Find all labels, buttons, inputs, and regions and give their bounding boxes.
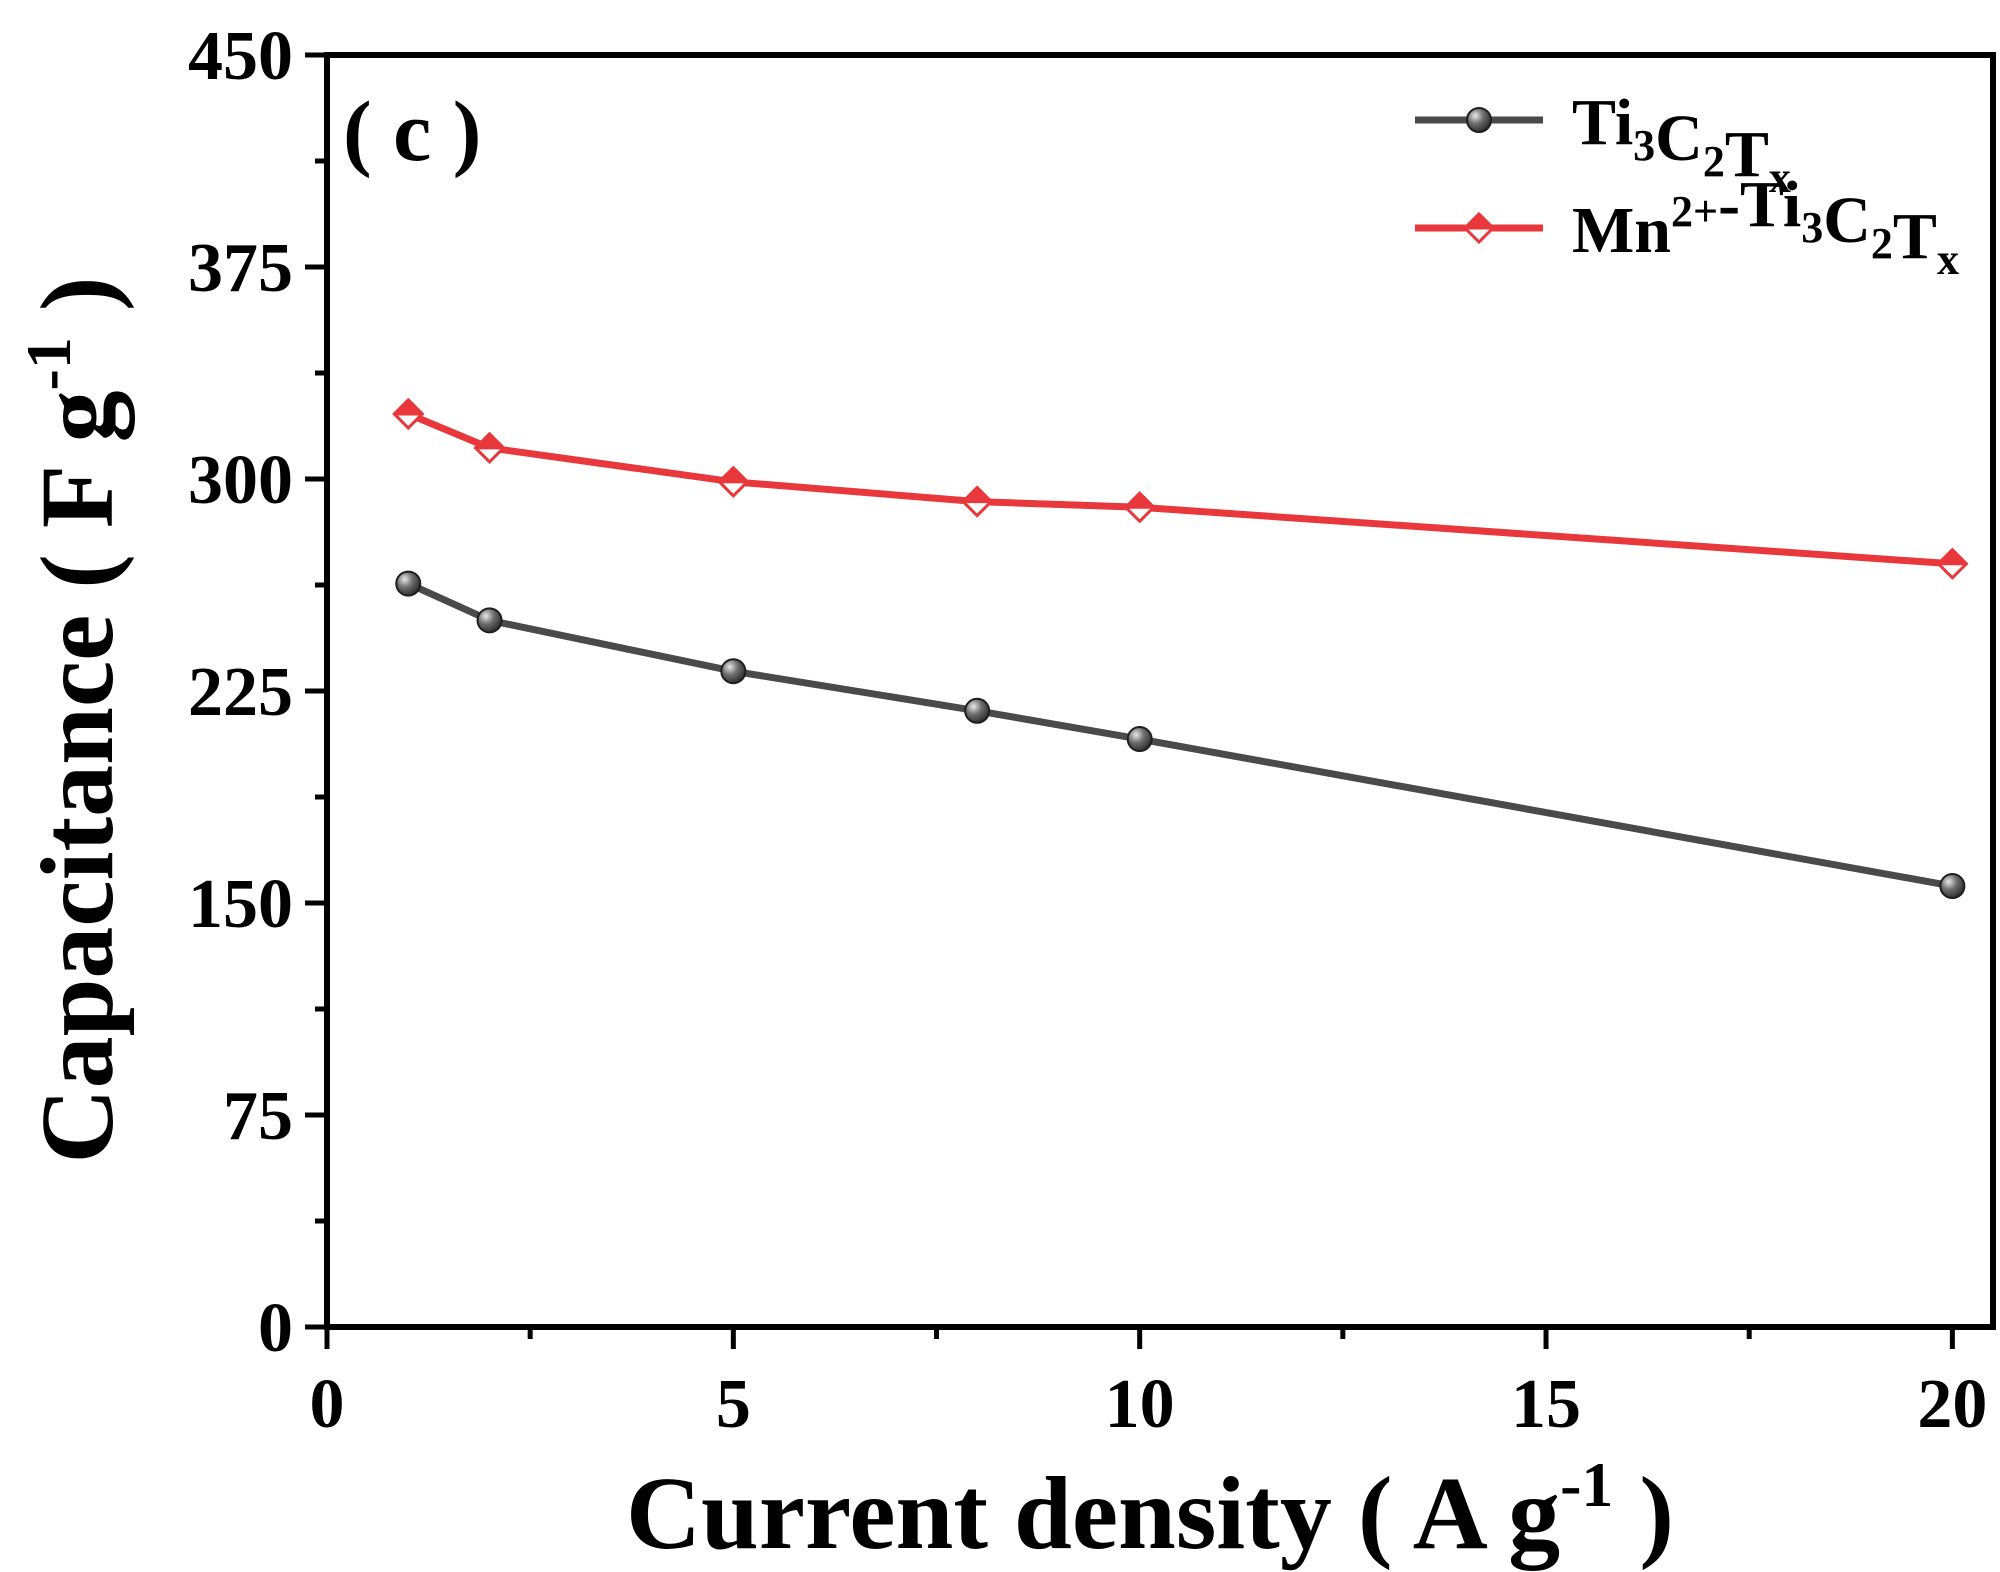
sphere-marker-body (476, 607, 503, 634)
data-point (473, 431, 506, 465)
sphere-marker-body (1466, 107, 1492, 133)
legend-label: Ti3C2Tx (1572, 86, 1791, 202)
legend-marker (1462, 211, 1496, 245)
series-layer (392, 397, 1969, 900)
diamond-marker-fill (1124, 491, 1156, 509)
data-point (717, 465, 750, 498)
y-tick-label: 0 (258, 1290, 293, 1367)
series-line (406, 580, 1953, 890)
data-point (392, 397, 425, 431)
sphere-marker-body (720, 658, 747, 685)
data-point (476, 607, 503, 634)
legend-label-part: -Ti (1718, 168, 1801, 241)
y-axis-label-main: Capacitance ( F g (20, 390, 135, 1163)
y-tick-label: 375 (188, 230, 293, 307)
y-tick-label: 225 (188, 654, 293, 731)
x-axis-label-main: Current density ( A g (626, 1456, 1560, 1571)
x-axis-label-end: ) (1613, 1456, 1674, 1571)
series-line (406, 410, 1953, 568)
x-tick-label: 20 (1917, 1366, 1987, 1443)
y-axis-label-end: ) (20, 276, 135, 337)
legend-label-part: 3 (1633, 121, 1655, 170)
diamond-marker-fill (717, 466, 749, 484)
sphere-marker-body (395, 570, 422, 597)
sphere-marker-body (1939, 873, 1966, 900)
diamond-marker-fill (1463, 212, 1495, 230)
data-point (1126, 726, 1153, 753)
y-tick-label: 300 (188, 442, 293, 519)
x-tick-label: 5 (716, 1366, 751, 1443)
series-1 (392, 397, 1969, 580)
legend-label-part: 2+ (1671, 187, 1718, 236)
y-axis-label: Capacitance ( F g-1 ) (13, 276, 135, 1163)
data-point (720, 658, 747, 685)
sphere-marker-body (964, 697, 991, 724)
data-point (395, 570, 422, 597)
diamond-marker-fill (474, 432, 506, 450)
legend-label-part: T (1725, 118, 1769, 191)
legend-label-part: Ti (1572, 86, 1633, 159)
panel-label: ( c ) (343, 83, 481, 179)
y-tick-label: 75 (223, 1078, 293, 1155)
tick-labels: 0 5 10 15 20 0 75 150 225 300 375 450 (188, 18, 1987, 1443)
legend-label-part: x (1937, 235, 1959, 284)
legend-label-part: C (1823, 184, 1871, 257)
legend-label-part: 3 (1801, 203, 1823, 252)
legend-label-part: 2 (1871, 219, 1893, 268)
x-axis-label: Current density ( A g-1 ) (626, 1449, 1674, 1571)
x-tick-label: 0 (310, 1366, 345, 1443)
data-point (961, 485, 994, 518)
diamond-marker-fill (392, 398, 424, 416)
legend-label: Mn2+-Ti3C2Tx (1572, 168, 1959, 284)
legend-label-part: 2 (1703, 137, 1725, 186)
legend-item-1: Mn2+-Ti3C2Tx (1415, 168, 1959, 284)
y-tick-label: 450 (188, 18, 293, 95)
series-0 (395, 570, 1966, 900)
data-point (1123, 491, 1156, 524)
data-point (1936, 547, 1969, 580)
diamond-marker-fill (1936, 548, 1968, 566)
legend-label-part: C (1655, 102, 1703, 175)
legend-label-part: Mn (1572, 194, 1671, 267)
x-axis-label-sup: -1 (1560, 1449, 1613, 1520)
axis-ticks (305, 52, 1955, 1349)
y-tick-label: 150 (188, 866, 293, 943)
sphere-marker-body (1126, 726, 1153, 753)
data-point (964, 697, 991, 724)
legend-marker (1466, 107, 1492, 133)
data-point (1939, 873, 1966, 900)
x-tick-label: 15 (1511, 1366, 1581, 1443)
legend-item-0: Ti3C2Tx (1415, 86, 1791, 202)
diamond-marker-fill (961, 486, 993, 504)
y-axis-label-sup: -1 (13, 337, 84, 390)
x-tick-label: 10 (1105, 1366, 1175, 1443)
plot-frame (324, 52, 1996, 1330)
legend-label-part: x (1769, 153, 1791, 202)
legend-label-part: T (1893, 200, 1937, 273)
